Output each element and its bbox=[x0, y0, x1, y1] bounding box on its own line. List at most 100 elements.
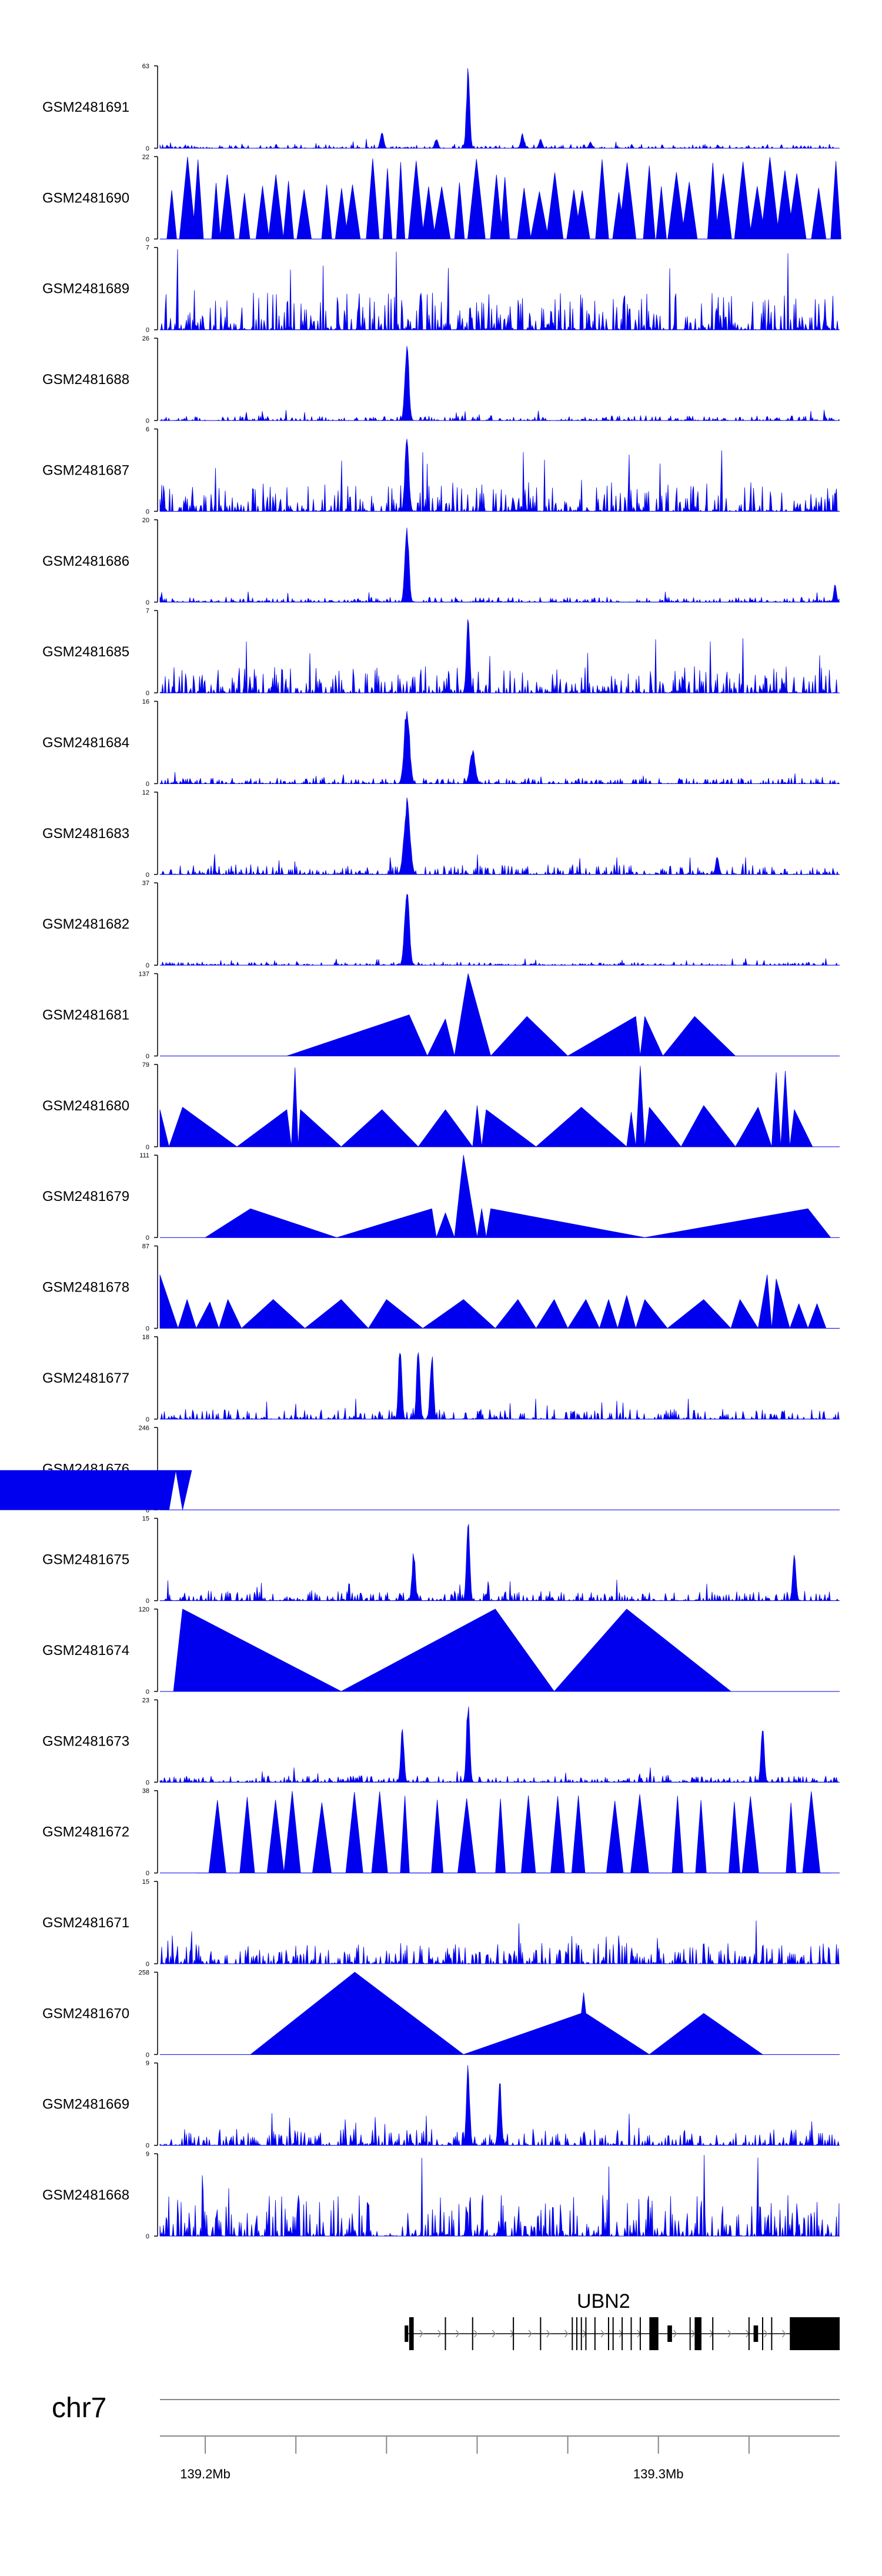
track-label: GSM2481668 bbox=[42, 2187, 129, 2203]
track-GSM2481686: GSM2481686 20 0 bbox=[42, 517, 840, 606]
track-label: GSM2481684 bbox=[42, 735, 129, 750]
strand-arrow bbox=[764, 2330, 768, 2338]
track-label: GSM2481680 bbox=[42, 1098, 129, 1114]
track-GSM2481684: GSM2481684 16 0 bbox=[42, 698, 840, 788]
y-axis-min-label: 0 bbox=[146, 1779, 149, 1786]
track-GSM2481670: GSM2481670 258 0 bbox=[42, 1969, 840, 2058]
y-axis-max-label: 20 bbox=[142, 517, 149, 524]
y-axis-min-label: 0 bbox=[146, 1053, 149, 1060]
track-label: GSM2481687 bbox=[42, 462, 129, 478]
y-axis-min-label: 0 bbox=[146, 418, 149, 425]
exon-coding bbox=[409, 2317, 414, 2350]
y-axis-min-label: 0 bbox=[146, 872, 149, 879]
track-label: GSM2481681 bbox=[42, 1007, 129, 1023]
track-GSM2481668: GSM2481668 9 0 bbox=[42, 2151, 840, 2240]
y-axis-max-label: 16 bbox=[142, 698, 149, 705]
track-GSM2481675: GSM2481675 15 0 bbox=[42, 1516, 840, 1605]
y-axis-max-label: 9 bbox=[146, 2151, 149, 2158]
y-axis-min-label: 0 bbox=[146, 780, 149, 788]
track-label: GSM2481682 bbox=[42, 916, 129, 932]
track-label: GSM2481674 bbox=[42, 1643, 129, 1659]
track-GSM2481674: GSM2481674 120 0 bbox=[42, 1606, 840, 1696]
strand-arrow bbox=[528, 2330, 532, 2338]
chromosome-label: chr7 bbox=[52, 2393, 106, 2424]
y-axis-max-label: 37 bbox=[142, 880, 149, 887]
axis-tick-label: 139.2Mb bbox=[180, 2467, 230, 2481]
strand-arrow bbox=[546, 2330, 550, 2338]
y-axis-min-label: 0 bbox=[146, 1961, 149, 1968]
signal-tracks: GSM2481691630GSM2481690220GSM248168970GS… bbox=[0, 63, 841, 2240]
y-axis-min-label: 0 bbox=[146, 1326, 149, 1333]
strand-arrow bbox=[673, 2330, 677, 2338]
strand-arrow bbox=[419, 2330, 423, 2338]
y-axis-min-label: 0 bbox=[146, 1416, 149, 1423]
strand-arrow bbox=[473, 2330, 478, 2338]
y-axis-max-label: 12 bbox=[142, 789, 149, 796]
signal-area bbox=[159, 894, 840, 966]
strand-arrow bbox=[781, 2330, 786, 2338]
y-axis-max-label: 120 bbox=[139, 1606, 149, 1613]
gene-exons bbox=[405, 2317, 840, 2350]
signal-area bbox=[159, 1920, 840, 1964]
track-GSM2481672: GSM2481672 38 0 bbox=[42, 1788, 840, 1877]
signal-area bbox=[159, 156, 841, 239]
exon-coding bbox=[694, 2317, 701, 2350]
signal-area bbox=[159, 249, 840, 331]
y-axis-max-label: 79 bbox=[142, 1062, 149, 1069]
signal-area bbox=[159, 68, 840, 149]
track-label: GSM2481691 bbox=[42, 99, 129, 115]
signal-area bbox=[159, 619, 840, 693]
y-axis-min-label: 0 bbox=[146, 1144, 149, 1151]
y-axis-max-label: 15 bbox=[142, 1878, 149, 1886]
gene-name-label: UBN2 bbox=[577, 2290, 630, 2313]
exon-coding bbox=[790, 2317, 840, 2350]
track-label: GSM2481673 bbox=[42, 1733, 129, 1749]
track-label: GSM2481669 bbox=[42, 2097, 129, 2113]
track-GSM2481683: GSM2481683 12 0 bbox=[42, 789, 840, 879]
track-GSM2481687: GSM2481687 6 0 bbox=[42, 426, 840, 515]
y-axis-min-label: 0 bbox=[146, 327, 149, 334]
y-axis-min-label: 0 bbox=[146, 508, 149, 515]
track-GSM2481679: GSM2481679 111 0 bbox=[42, 1152, 840, 1242]
y-axis-min-label: 0 bbox=[146, 2233, 149, 2240]
y-axis-max-label: 111 bbox=[139, 1152, 149, 1159]
track-GSM2481682: GSM2481682 37 0 bbox=[42, 880, 840, 969]
track-label: GSM2481689 bbox=[42, 281, 129, 297]
y-axis-min-label: 0 bbox=[146, 1870, 149, 1877]
strand-arrow bbox=[437, 2330, 442, 2338]
y-axis-max-label: 63 bbox=[142, 63, 149, 70]
strand-arrow bbox=[456, 2330, 460, 2338]
signal-area bbox=[159, 1066, 813, 1147]
signal-area bbox=[159, 2155, 840, 2237]
y-axis-max-label: 18 bbox=[142, 1334, 149, 1341]
signal-area bbox=[159, 2065, 840, 2146]
track-label: GSM2481672 bbox=[42, 1824, 129, 1840]
track-label: GSM2481670 bbox=[42, 2006, 129, 2021]
track-GSM2481685: GSM2481685 7 0 bbox=[42, 608, 840, 697]
y-axis-max-label: 22 bbox=[142, 154, 149, 161]
track-GSM2481689: GSM2481689 7 0 bbox=[42, 245, 840, 334]
signal-area bbox=[196, 1791, 831, 1874]
exon-utr bbox=[753, 2325, 759, 2342]
track-GSM2481681: GSM2481681 137 0 bbox=[42, 971, 840, 1060]
y-axis-max-label: 246 bbox=[139, 1424, 149, 1432]
y-axis-min-label: 0 bbox=[146, 236, 149, 243]
axis-tick-label: 139.3Mb bbox=[633, 2467, 684, 2481]
signal-area bbox=[159, 528, 840, 603]
y-axis-max-label: 23 bbox=[142, 1697, 149, 1704]
signal-area bbox=[286, 973, 736, 1056]
exon-coding bbox=[649, 2317, 659, 2350]
y-axis-max-label: 26 bbox=[142, 335, 149, 342]
track-label: GSM2481688 bbox=[42, 372, 129, 388]
signal-area bbox=[250, 1971, 763, 2055]
signal-area bbox=[159, 1524, 840, 1601]
track-GSM2481677: GSM2481677 18 0 bbox=[42, 1334, 840, 1423]
track-label: GSM2481679 bbox=[42, 1189, 129, 1204]
exon-utr bbox=[667, 2325, 672, 2342]
y-axis-min-label: 0 bbox=[146, 2143, 149, 2150]
signal-area bbox=[0, 1470, 192, 1510]
strand-arrow bbox=[492, 2330, 496, 2338]
signal-area bbox=[159, 1706, 840, 1783]
